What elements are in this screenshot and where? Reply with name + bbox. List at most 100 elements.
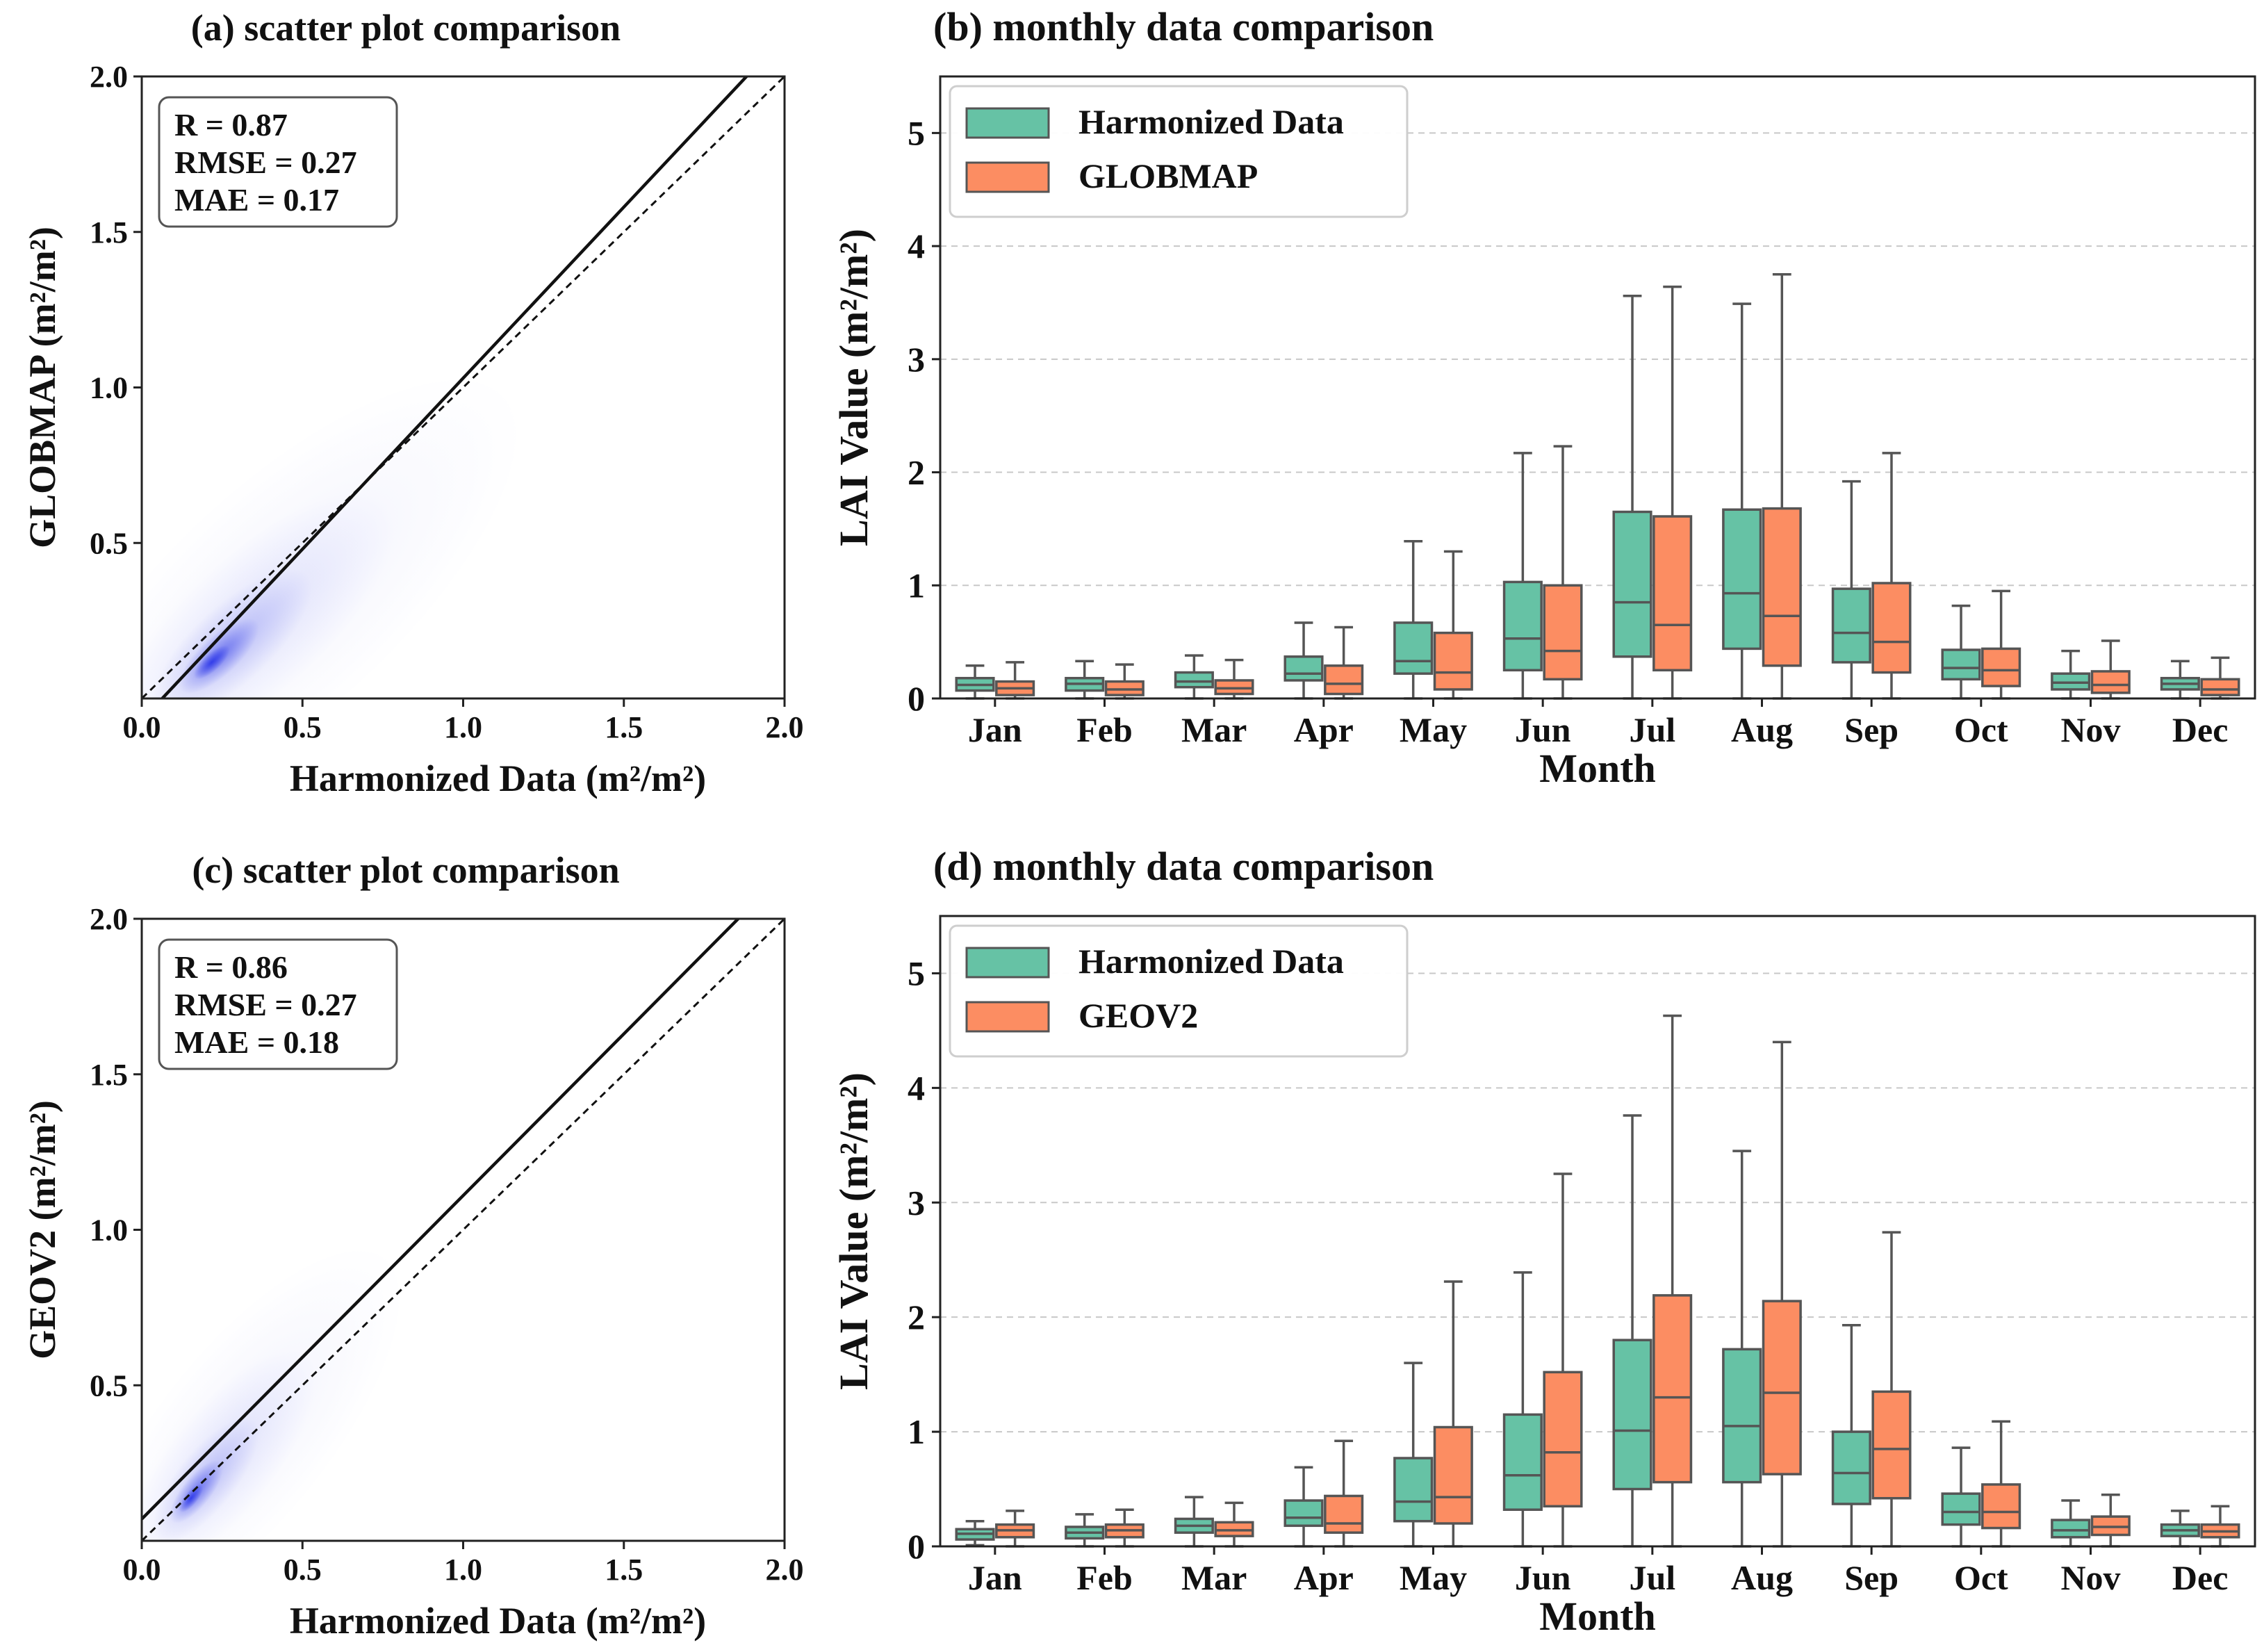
iqr-box bbox=[1652, 1294, 1693, 1484]
category-label: Jul bbox=[1629, 710, 1675, 749]
category-label: May bbox=[1400, 710, 1467, 749]
box-oct bbox=[1941, 604, 1981, 700]
x-axis-label: Harmonized Data (m²/m²) bbox=[290, 758, 706, 799]
legend-box bbox=[949, 85, 1409, 218]
y-tick-label: 2 bbox=[908, 1298, 925, 1336]
y-tick-label: 4 bbox=[908, 227, 925, 265]
iqr-box bbox=[1543, 584, 1583, 681]
plot-area-a bbox=[142, 76, 785, 698]
y-tick-label: 0.5 bbox=[90, 526, 128, 560]
legend-swatch bbox=[965, 1001, 1050, 1033]
box-nov bbox=[2051, 649, 2091, 700]
y-tick-label: 1.5 bbox=[90, 1058, 128, 1092]
box-dec bbox=[2160, 660, 2200, 700]
category-label: Oct bbox=[1954, 1558, 2008, 1597]
panel-d-boxplot: 0 1 2 3 4 5 Jan Feb Mar Apr May Jun Jul Aug Sep Oct Nov D… bbox=[831, 844, 2256, 1639]
box-sep bbox=[1831, 1323, 1871, 1548]
category-label: Oct bbox=[1954, 710, 2008, 749]
chart-title: (a) scatter plot comparison bbox=[191, 7, 621, 49]
y-axis-label: LAI Value (m²/m²) bbox=[831, 229, 876, 546]
iqr-box bbox=[1762, 1300, 1802, 1475]
iqr-box bbox=[1283, 655, 1324, 682]
density-blob bbox=[193, 645, 230, 680]
y-tick-label: 3 bbox=[908, 340, 925, 379]
stats-line: R = 0.87 bbox=[174, 107, 288, 142]
y-tick-label: 1 bbox=[908, 566, 925, 605]
box-jul bbox=[1612, 294, 1652, 700]
iqr-box bbox=[1502, 580, 1543, 672]
box-sep bbox=[1831, 480, 1871, 700]
series-comparison bbox=[995, 273, 2240, 700]
box-oct bbox=[1981, 1420, 2021, 1548]
box-jun bbox=[1543, 1172, 1583, 1548]
box-jun bbox=[1502, 452, 1543, 700]
axes-frame bbox=[939, 915, 2256, 1548]
iqr-box bbox=[1543, 1371, 1583, 1508]
box-sep bbox=[1871, 1231, 1912, 1548]
iqr-box bbox=[1324, 1494, 1364, 1534]
box-feb bbox=[1104, 663, 1145, 700]
iqr-box bbox=[1174, 671, 1214, 689]
y-tick-label: 2 bbox=[908, 453, 925, 492]
category-label: Apr bbox=[1294, 710, 1354, 749]
iqr-box bbox=[2090, 670, 2131, 694]
stats-line: MAE = 0.18 bbox=[174, 1024, 339, 1060]
category-label: Jul bbox=[1629, 1558, 1675, 1597]
box-mar bbox=[1214, 1501, 1254, 1548]
legend-swatch bbox=[965, 161, 1050, 193]
stats-box bbox=[158, 938, 398, 1070]
iqr-box bbox=[1612, 1339, 1652, 1491]
box-apr bbox=[1324, 625, 1364, 700]
iqr-box bbox=[1831, 1430, 1871, 1505]
box-aug bbox=[1722, 1150, 1762, 1548]
iqr-box bbox=[1502, 1413, 1543, 1511]
y-tick-label: 1.0 bbox=[90, 1213, 128, 1248]
iqr-box bbox=[1722, 508, 1762, 651]
legend-swatch bbox=[965, 947, 1050, 979]
box-apr bbox=[1283, 1466, 1324, 1548]
chart-title: (b) monthly data comparison bbox=[933, 4, 1434, 49]
box-nov bbox=[2051, 1499, 2091, 1548]
box-may bbox=[1393, 540, 1434, 700]
box-jul bbox=[1652, 1014, 1693, 1548]
y-axis-label: GEOV2 (m²/m²) bbox=[22, 1100, 63, 1359]
box-may bbox=[1433, 1280, 1473, 1548]
box-dec bbox=[2200, 1505, 2240, 1548]
iqr-box bbox=[1981, 1483, 2021, 1530]
y-tick-label: 0.5 bbox=[90, 1368, 128, 1402]
box-jul bbox=[1652, 285, 1693, 700]
y-tick-label: 0 bbox=[908, 1527, 925, 1566]
x-tick-label: 0.0 bbox=[123, 1553, 161, 1587]
box-jul bbox=[1612, 1114, 1652, 1548]
iqr-box bbox=[1871, 582, 1912, 674]
iqr-box bbox=[1324, 664, 1364, 696]
stats-box bbox=[158, 96, 398, 228]
series-harmonized bbox=[955, 1114, 2200, 1548]
box-feb bbox=[1065, 1513, 1105, 1548]
category-label: Jun bbox=[1515, 1558, 1571, 1597]
box-jan bbox=[995, 1510, 1035, 1548]
panel-b-boxplot: 0 1 2 3 4 5 Jan Feb Mar Apr May Jun Jul Aug Sep Oct Nov D… bbox=[831, 4, 2256, 791]
category-label: Jan bbox=[968, 1558, 1022, 1597]
box-jan bbox=[955, 664, 995, 700]
panel-a-scatter: 0.0 0.5 1.0 1.5 2.0 0.5 1.0 1.5 2.0 (a) scatter p… bbox=[22, 7, 804, 799]
box-mar bbox=[1214, 658, 1254, 700]
legend-label: GEOV2 bbox=[1078, 996, 1198, 1035]
y-axis-label: GLOBMAP (m²/m²) bbox=[22, 227, 63, 548]
y-tick-label: 1.0 bbox=[90, 371, 128, 405]
iqr-box bbox=[1722, 1348, 1762, 1484]
box-mar bbox=[1174, 654, 1214, 700]
box-apr bbox=[1324, 1439, 1364, 1548]
stats-line: MAE = 0.17 bbox=[174, 182, 339, 218]
box-nov bbox=[2090, 639, 2131, 700]
iqr-box bbox=[1941, 648, 1981, 681]
box-aug bbox=[1762, 273, 1802, 700]
category-label: Nov bbox=[2060, 1558, 2120, 1597]
iqr-box bbox=[1612, 510, 1652, 658]
iqr-box bbox=[1652, 515, 1693, 672]
y-tick-label: 2.0 bbox=[90, 902, 128, 936]
category-label: Dec bbox=[2172, 1558, 2229, 1597]
iqr-box bbox=[2051, 1519, 2091, 1539]
legend-swatch bbox=[965, 107, 1050, 139]
